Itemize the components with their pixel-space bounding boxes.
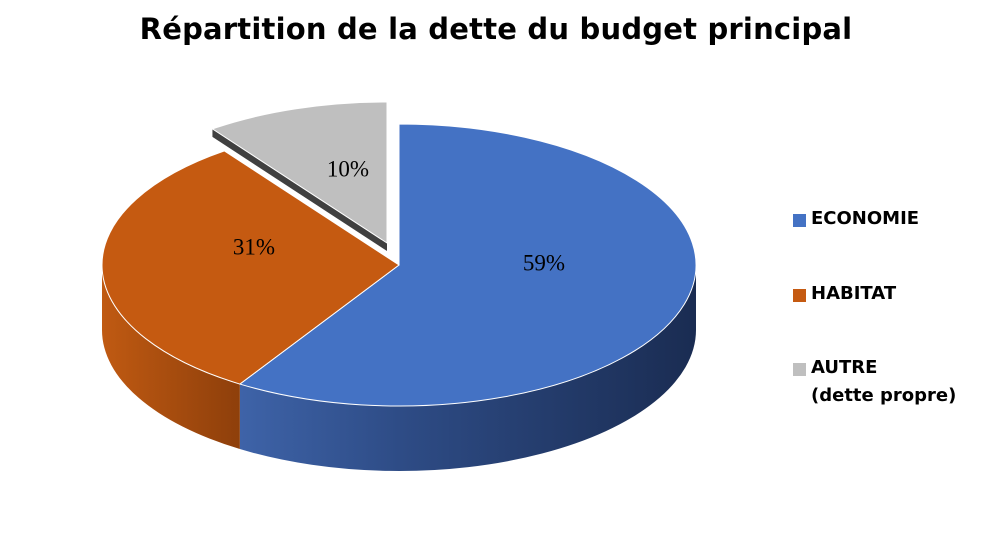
- legend-item-1: HABITAT: [793, 283, 983, 308]
- data-label-0: 59%: [523, 250, 565, 275]
- pie-slice-2: [211, 101, 388, 244]
- legend-label-line: HABITAT: [811, 283, 897, 304]
- legend-label-0: ECONOMIE: [811, 205, 919, 233]
- pie-slice-1: [101, 150, 400, 385]
- data-label-1: 31%: [233, 234, 275, 259]
- legend-label-2: AUTRE (dette propre): [811, 354, 956, 410]
- legend-swatch-0: [793, 214, 806, 227]
- legend-label-line: ECONOMIE: [811, 208, 920, 229]
- legend-swatch-2: [793, 363, 806, 376]
- legend-swatch-1: [793, 289, 806, 302]
- pie-slice-side-0: [239, 265, 696, 471]
- legend-item-0: ECONOMIE: [793, 208, 983, 233]
- legend-label-1: HABITAT: [811, 280, 896, 308]
- legend-label-line: AUTRE: [811, 357, 878, 378]
- legend-label-line: (dette propre): [811, 385, 957, 406]
- pie-slice-0: [238, 123, 697, 407]
- data-label-2: 10%: [327, 156, 369, 181]
- legend-item-2: AUTRE (dette propre): [793, 357, 983, 410]
- chart-title: Répartition de la dette du budget princi…: [139, 12, 853, 46]
- pie-slice-wall-2: [212, 128, 387, 251]
- pie-slice-side-1: [102, 265, 240, 450]
